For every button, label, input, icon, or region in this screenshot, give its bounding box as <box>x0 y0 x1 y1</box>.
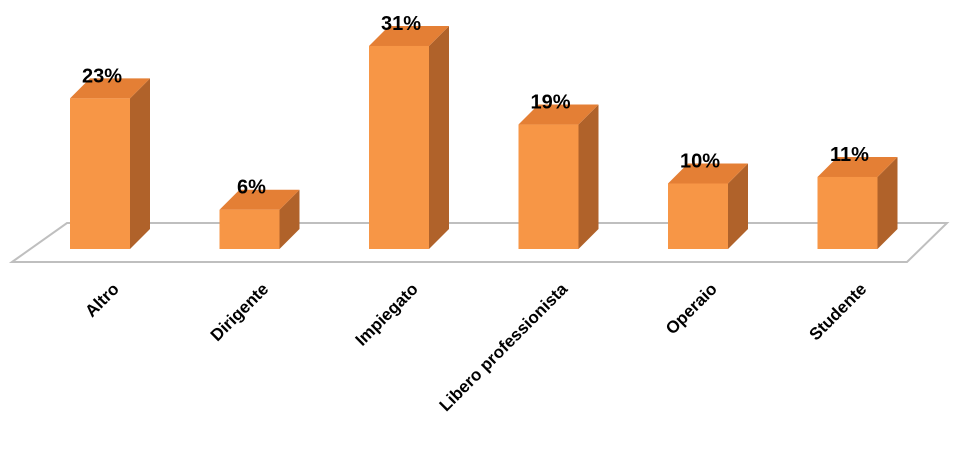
bar-altro <box>70 78 150 249</box>
value-label-altro: 23% <box>82 65 122 87</box>
category-label-studente: Studente <box>805 279 870 344</box>
bar-front-dirigente <box>219 209 280 249</box>
value-label-studente: 11% <box>830 144 869 166</box>
category-label-altro: Altro <box>81 279 122 320</box>
bar-top-studente <box>817 156 898 177</box>
bar-top-dirigente <box>219 189 300 210</box>
bar-dirigente <box>219 189 300 249</box>
bar-side-libero-professionista <box>578 104 599 249</box>
bar-front-studente <box>817 176 878 249</box>
bars-group <box>70 25 898 250</box>
category-label-impiegato: Impiegato <box>352 279 422 349</box>
category-label-libero-professionista: Libero professionista <box>436 279 572 415</box>
category-label-dirigente: Dirigente <box>207 279 273 345</box>
bar-impiegato <box>369 25 449 250</box>
value-labels-group: 23% 6% 31% 19% 10% 11% <box>82 13 869 199</box>
category-labels-group: Altro Dirigente Impiegato Libero profession… <box>81 279 870 415</box>
bar-side-operaio <box>728 163 748 249</box>
bar-top-operaio <box>668 163 748 184</box>
value-label-impiegato: 31% <box>381 13 421 35</box>
value-label-operaio: 10% <box>680 151 720 173</box>
bar-studente <box>817 156 898 249</box>
bar-front-altro <box>70 98 130 249</box>
bar-front-operaio <box>668 183 728 249</box>
bar-top-libero-professionista <box>518 104 599 125</box>
bar-front-impiegato <box>369 45 429 250</box>
chart-floor <box>8 222 950 263</box>
bar-side-studente <box>877 156 898 249</box>
bar-operaio <box>668 163 748 249</box>
bar-front-libero-professionista <box>518 124 579 249</box>
bar-side-dirigente <box>279 189 300 249</box>
bar-libero-professionista <box>518 104 599 249</box>
value-label-libero-professionista: 19% <box>530 92 570 114</box>
bar-side-impiegato <box>429 25 449 250</box>
value-label-dirigente: 6% <box>237 177 266 199</box>
bar-top-altro <box>70 78 150 99</box>
category-label-operaio: Operaio <box>662 279 721 338</box>
bar-side-altro <box>130 78 150 249</box>
bar-top-impiegato <box>369 25 449 46</box>
